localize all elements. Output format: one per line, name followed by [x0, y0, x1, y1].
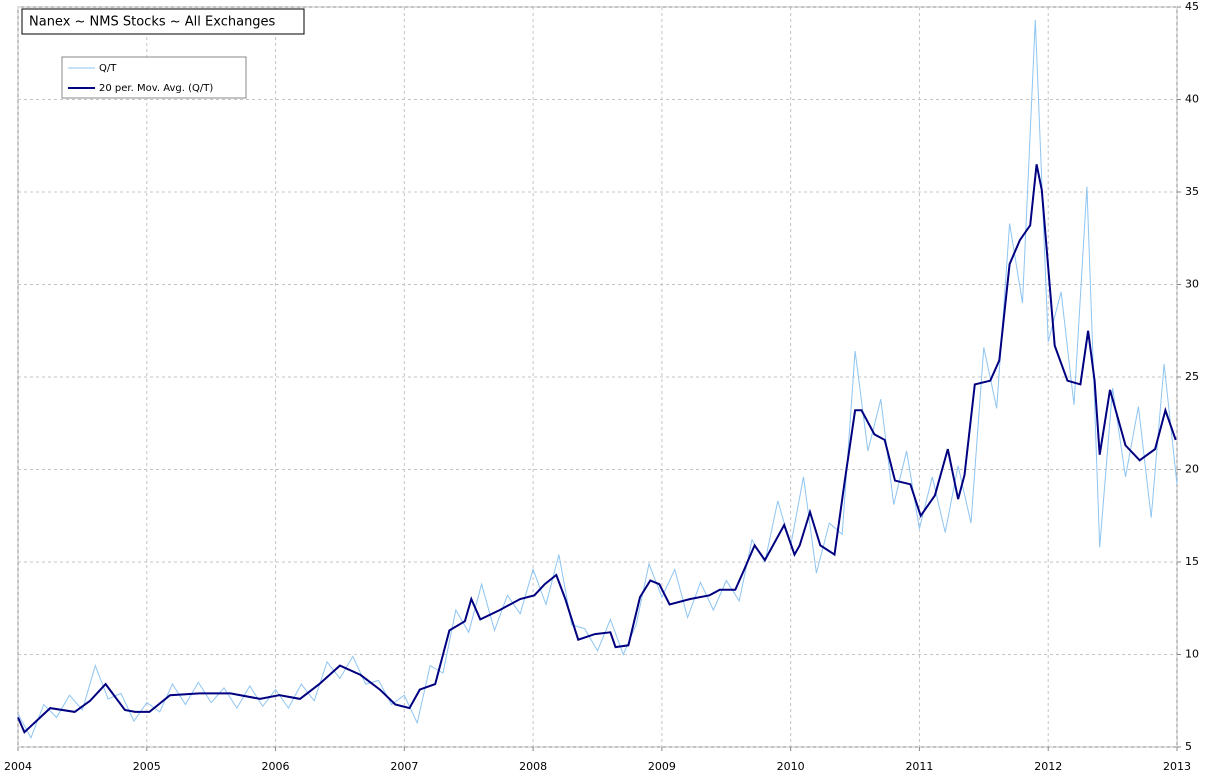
legend-box [61, 56, 247, 99]
y-tick-label: 45 [1185, 0, 1199, 13]
x-tick-label: 2007 [390, 760, 418, 773]
y-tick-label: 10 [1185, 648, 1199, 661]
x-tick-label: 2009 [648, 760, 676, 773]
x-tick-label: 2008 [519, 760, 547, 773]
y-tick-label: 5 [1185, 740, 1192, 753]
y-tick-label: 25 [1185, 370, 1199, 383]
legend: Q/T 20 per. Mov. Avg. (Q/T) [61, 56, 247, 99]
y-tick-label: 40 [1185, 93, 1199, 106]
grid [17, 6, 1178, 748]
series-line [17, 164, 1177, 734]
x-tick-label: 2013 [1163, 760, 1191, 773]
x-tick-label: 2011 [905, 760, 933, 773]
x-tick-label: 2004 [4, 760, 32, 773]
legend-label: Q/T [99, 63, 117, 74]
y-tick-label: 35 [1185, 185, 1199, 198]
lines [17, 19, 1178, 739]
x-tick-label: 2010 [777, 760, 805, 773]
y-tick-label: 15 [1185, 555, 1199, 568]
legend-label: 20 per. Mov. Avg. (Q/T) [99, 83, 213, 94]
y-tick-label: 20 [1185, 463, 1199, 476]
chart-title: Nanex ~ NMS Stocks ~ All Exchanges [29, 15, 276, 30]
x-tick-label: 2006 [262, 760, 290, 773]
x-tick-label: 2005 [133, 760, 161, 773]
y-tick-label: 30 [1185, 278, 1199, 291]
series-line [17, 19, 1178, 739]
title-box [21, 8, 305, 35]
x-tick-label: 2012 [1034, 760, 1062, 773]
